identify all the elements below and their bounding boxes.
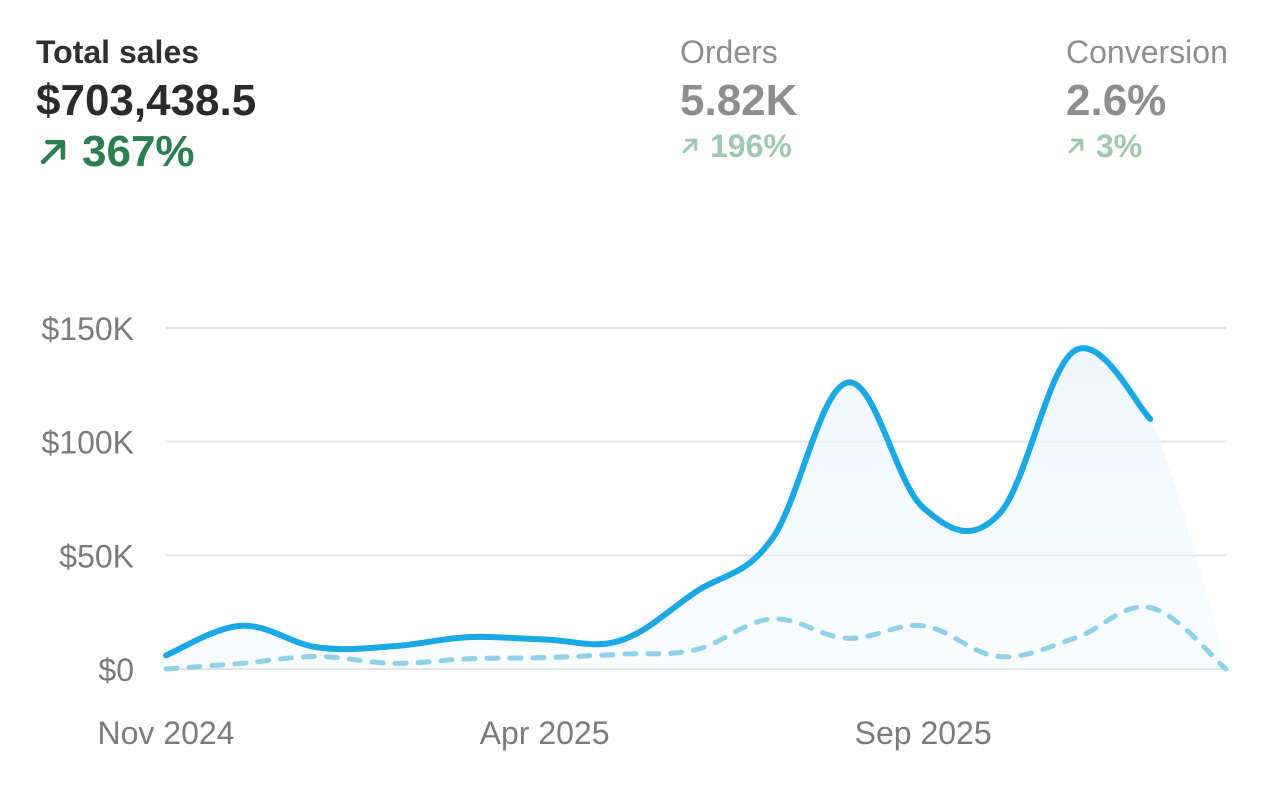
current-data-point xyxy=(693,589,699,595)
current-data-point xyxy=(844,380,850,386)
previous-data-point xyxy=(466,656,472,662)
previous-period-line xyxy=(163,604,1229,672)
x-tick-label: Sep 2025 xyxy=(855,715,992,751)
conversion-change-value: 3% xyxy=(1096,128,1143,164)
arrow-up-right-icon xyxy=(1068,138,1084,154)
arrow-up-right-icon xyxy=(682,138,698,154)
y-tick-label: $0 xyxy=(98,652,134,688)
conversion-label: Conversion xyxy=(1066,34,1228,70)
current-data-point xyxy=(1072,348,1078,354)
previous-data-point xyxy=(239,660,245,666)
previous-data-point xyxy=(542,655,548,661)
current-data-point xyxy=(920,505,926,511)
previous-data-point xyxy=(1223,666,1229,672)
total-sales-value: $703,438.5 xyxy=(36,76,257,125)
previous-data-point xyxy=(1147,605,1153,611)
previous-data-point xyxy=(769,616,775,622)
arrow-up-right-icon xyxy=(40,139,66,165)
conversion-value: 2.6% xyxy=(1066,76,1167,125)
orders-metric[interactable]: Orders 5.82K 196% xyxy=(680,32,797,166)
previous-data-point xyxy=(314,653,320,659)
current-data-point xyxy=(1223,659,1229,665)
current-data-point xyxy=(163,652,169,658)
x-tick-label: Apr 2025 xyxy=(480,715,610,751)
previous-data-point xyxy=(844,635,850,641)
y-tick-label: $50K xyxy=(59,538,134,574)
current-data-point xyxy=(542,636,548,642)
current-data-point xyxy=(239,623,245,629)
previous-data-point xyxy=(617,651,623,657)
y-tick-label: $150K xyxy=(41,311,134,347)
current-data-point xyxy=(769,536,775,542)
previous-data-point xyxy=(693,647,699,653)
orders-label: Orders xyxy=(680,34,778,70)
current-data-point xyxy=(314,644,320,650)
previous-data-point xyxy=(163,666,169,672)
previous-data-point xyxy=(1072,635,1078,641)
total-sales-metric[interactable]: Total sales $703,438.5 367% xyxy=(36,32,256,176)
orders-change-value: 196% xyxy=(710,128,792,164)
previous-data-point xyxy=(996,653,1002,659)
x-tick-label: Nov 2024 xyxy=(98,715,235,751)
previous-data-point xyxy=(390,660,396,666)
current-period-line xyxy=(163,345,1154,659)
current-data-point xyxy=(1147,416,1153,422)
current-data-point xyxy=(466,634,472,640)
total-sales-change-value: 367% xyxy=(82,127,195,176)
conversion-change: 3% xyxy=(1066,126,1228,166)
current-data-point xyxy=(390,643,396,649)
current-data-point xyxy=(996,511,1002,517)
conversion-metric[interactable]: Conversion 2.6% 3% xyxy=(1066,32,1228,166)
orders-value: 5.82K xyxy=(680,76,798,125)
previous-data-point xyxy=(920,623,926,629)
y-tick-label: $100K xyxy=(41,425,134,461)
orders-change: 196% xyxy=(680,126,797,166)
current-data-point xyxy=(617,638,623,644)
total-sales-change: 367% xyxy=(36,128,256,176)
current-series-area xyxy=(166,345,1226,669)
total-sales-label: Total sales xyxy=(36,34,200,70)
